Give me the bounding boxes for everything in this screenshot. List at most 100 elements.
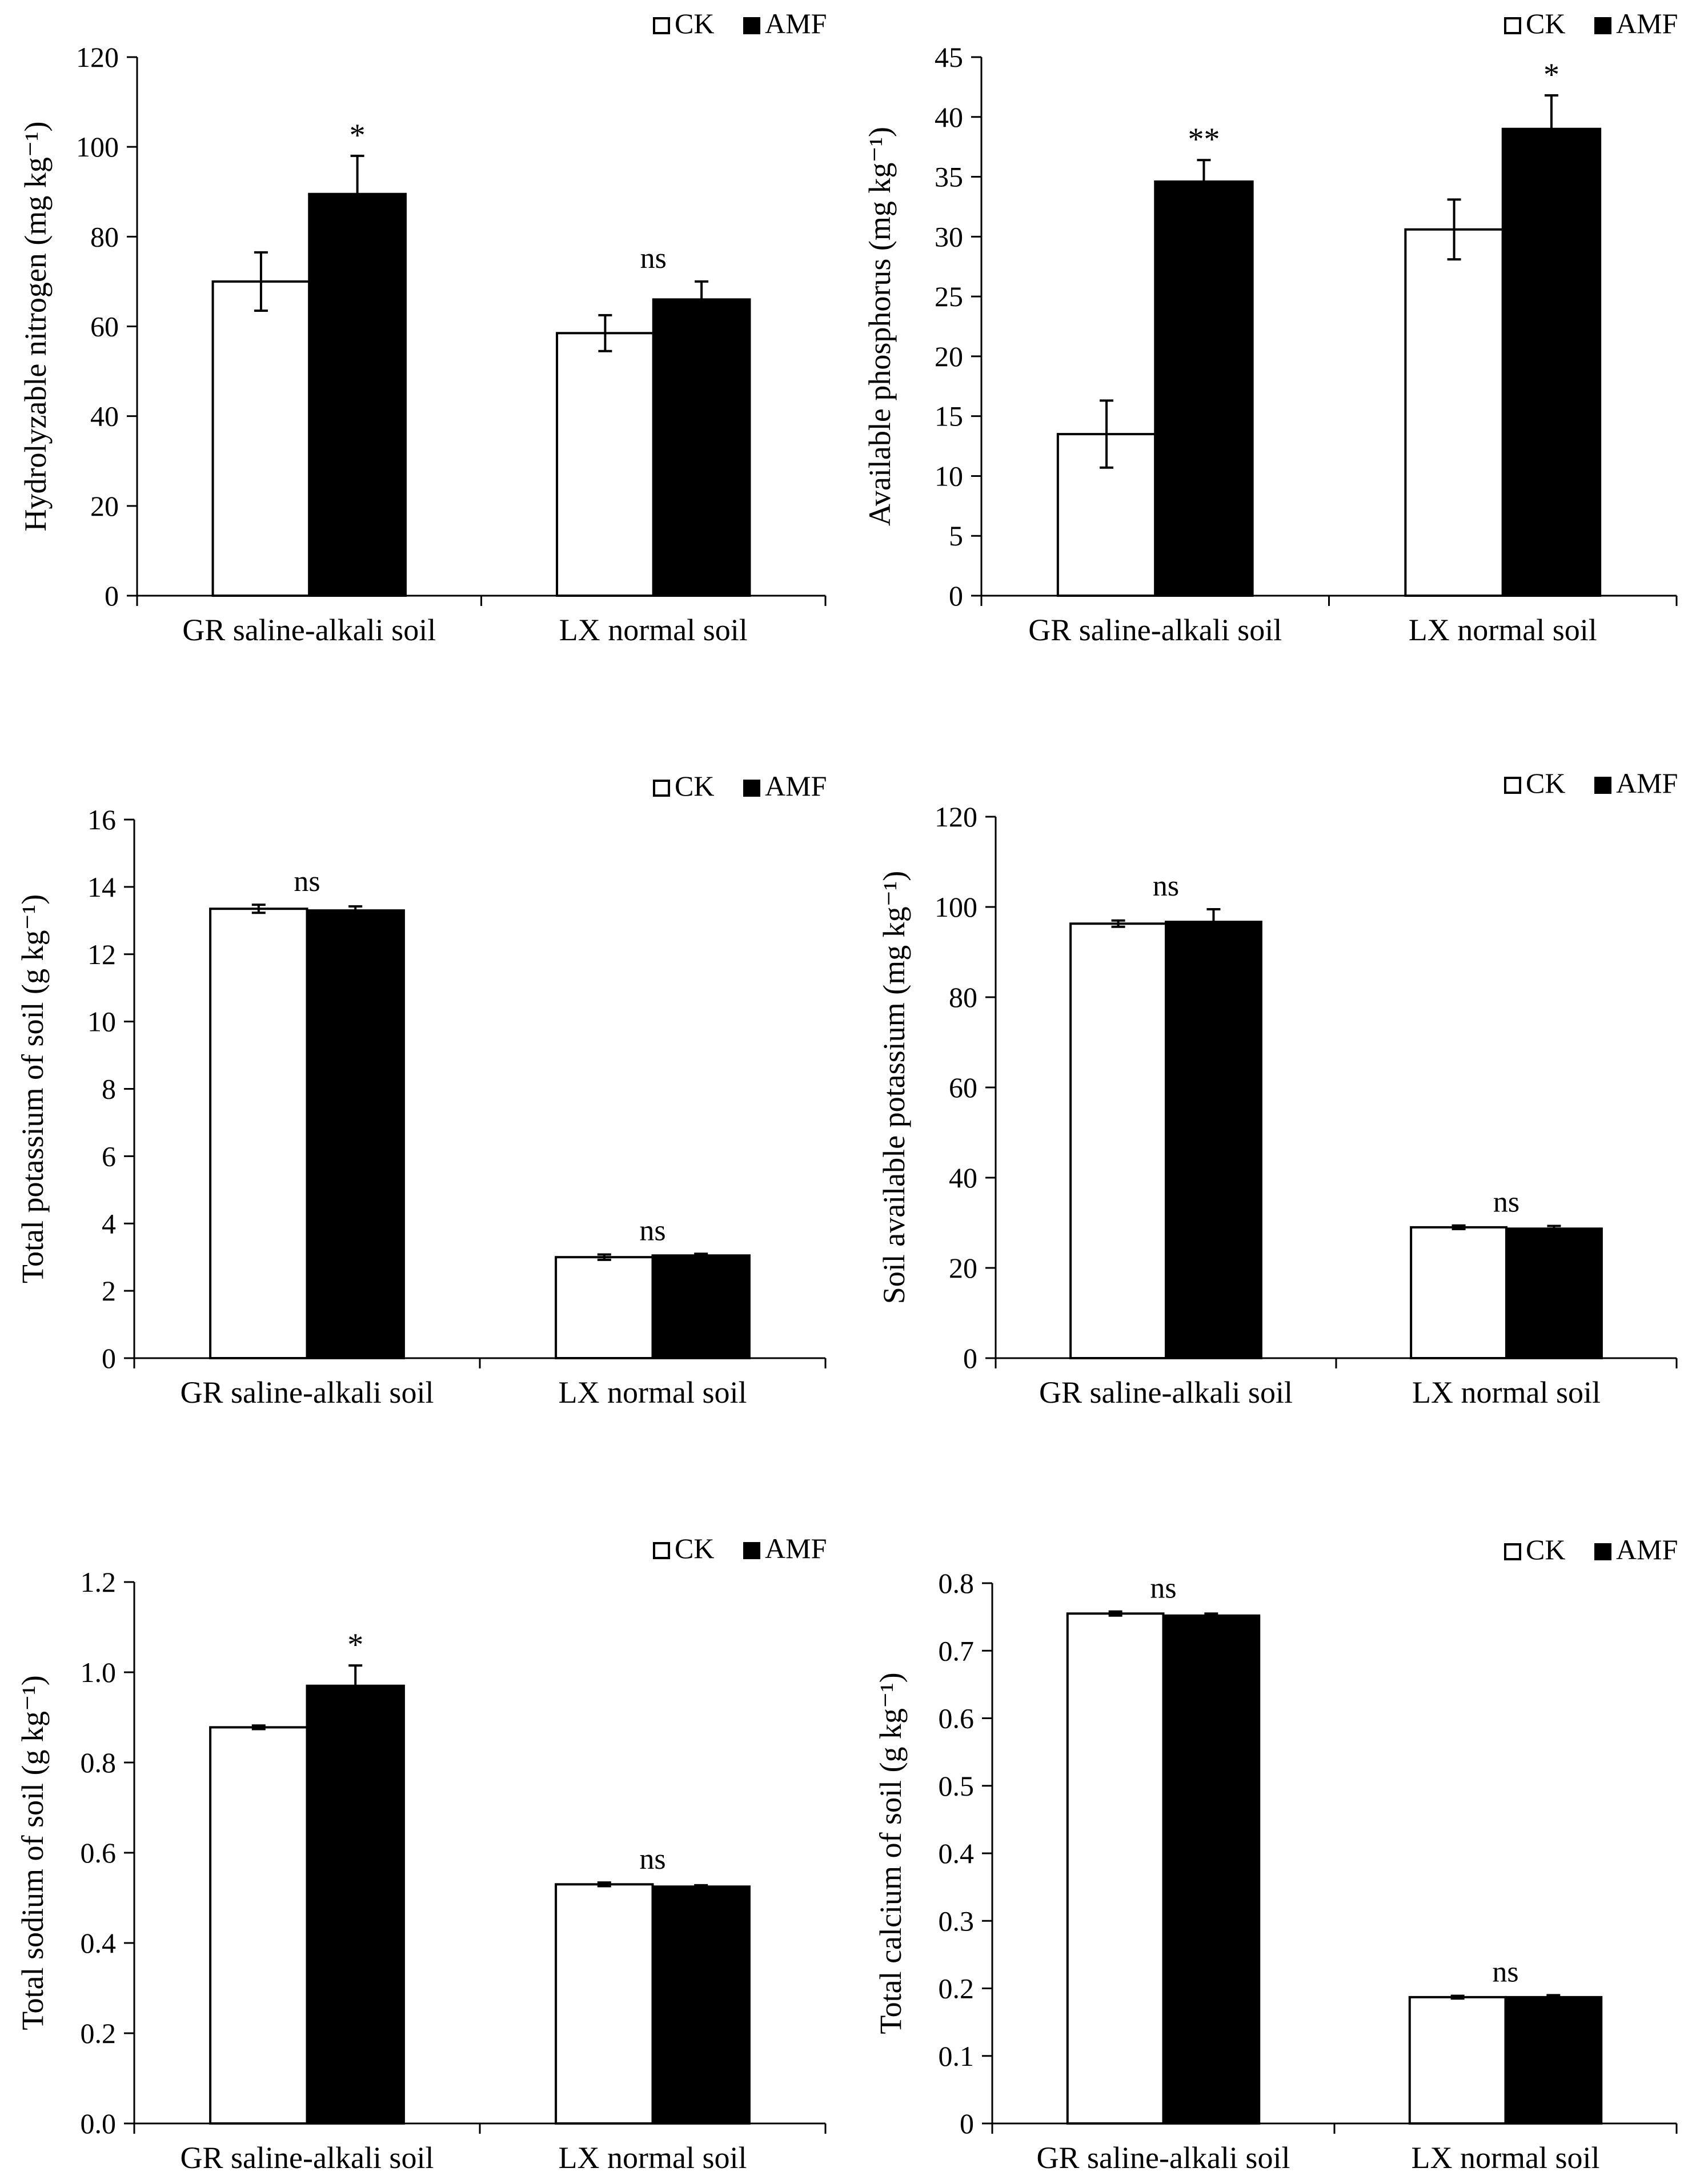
bar-ck [1408, 1996, 1507, 2125]
y-tick-label: 0 [949, 580, 963, 612]
chart-panel-5: 0.0 0.2 0.4 0.6 0.8 1.0 1.2 * GR saline-alkali s… [15, 1532, 827, 2175]
y-tick-label: 15 [935, 400, 963, 432]
legend-swatch-ck [1504, 17, 1521, 34]
error-bar-ck [1452, 1224, 1466, 1231]
y-axis-title: Total sodium of soil (g kg⁻¹) [15, 1675, 50, 2030]
x-category-label: GR saline-alkali soil [1037, 2141, 1290, 2175]
legend: CK AMF [1504, 767, 1678, 799]
bar-amf [652, 298, 751, 597]
error-bar-ck [1450, 1994, 1465, 2000]
y-tick-label: 20 [949, 1252, 977, 1284]
legend-label-ck: CK [675, 1532, 714, 1564]
bar-amf [306, 909, 405, 1359]
legend: CK AMF [1504, 7, 1678, 39]
error-bar-amf [1206, 908, 1221, 936]
legend-label-ck: CK [1526, 1533, 1565, 1565]
bar-amf [1504, 1996, 1603, 2125]
y-tick-label: 0 [105, 580, 119, 612]
legend-swatch-amf [743, 780, 760, 797]
y-tick-label: 60 [90, 311, 119, 343]
y-tick-label: 40 [935, 101, 963, 133]
chart-panel-2: 0 5 10 15 20 25 30 35 40 45 ** GR saline-alkali soi… [863, 7, 1678, 647]
y-tick-label: 80 [90, 220, 119, 252]
x-category-label: GR saline-alkali soil [1039, 1375, 1293, 1410]
x-category-label: GR saline-alkali soil [182, 613, 436, 647]
y-axis-title: Hydrolyzable nitrogen (mg kg⁻¹) [18, 121, 53, 531]
error-bar-ck [598, 314, 612, 352]
bar-ck [555, 1256, 654, 1359]
legend: CK AMF [653, 1532, 827, 1564]
y-tick-label: 4 [102, 1207, 116, 1239]
y-tick-label: 1.2 [81, 1566, 117, 1598]
y-tick-label: 0.1 [939, 2040, 975, 2072]
legend-label-ck: CK [675, 770, 714, 802]
legend-label-amf: AMF [765, 770, 827, 802]
significance-label: * [350, 118, 366, 153]
y-tick-label: 45 [935, 41, 963, 73]
y-tick-label: 0.6 [939, 1703, 975, 1735]
y-tick-label: 40 [949, 1162, 977, 1194]
error-bar-ck [1108, 1610, 1122, 1617]
bar-ck [555, 1883, 654, 2125]
y-tick-label: 0.2 [939, 1973, 975, 2005]
legend-swatch-ck [1504, 1543, 1521, 1560]
y-axis-title: Total potassium of soil (g kg⁻¹) [15, 894, 50, 1283]
bar-ck [1069, 922, 1167, 1359]
chart-panel-3: 0 2 4 6 8 10 12 14 16 ns GR saline-alkali soil ns LX… [15, 770, 827, 1410]
y-tick-label: 40 [90, 400, 119, 432]
legend-swatch-ck [653, 1542, 670, 1559]
legend-label-ck: CK [675, 7, 714, 39]
y-tick-label: 0.7 [939, 1635, 975, 1667]
legend-swatch-amf [1594, 1543, 1611, 1560]
significance-label: ** [1188, 122, 1220, 157]
y-tick-label: 35 [935, 161, 963, 193]
legend-swatch-ck [1504, 777, 1521, 794]
legend-label-amf: AMF [765, 7, 827, 39]
y-tick-label: 120 [76, 41, 119, 73]
significance-label: ns [640, 242, 667, 275]
y-tick-label: 0.6 [81, 1837, 117, 1869]
y-tick-label: 60 [949, 1071, 977, 1103]
y-tick-label: 5 [949, 520, 963, 552]
bar-amf [1505, 1227, 1603, 1360]
error-bar-amf [348, 905, 363, 916]
y-tick-label: 0 [963, 1342, 977, 1374]
x-category-label: GR saline-alkali soil [181, 2141, 434, 2175]
legend: CK AMF [653, 7, 827, 39]
bar-amf [1162, 1614, 1261, 2125]
y-tick-label: 0 [960, 2107, 974, 2139]
y-tick-label: 2 [102, 1275, 116, 1307]
y-axis-title: Total calcium of soil (g kg⁻¹) [873, 1672, 908, 2034]
y-tick-label: 100 [76, 131, 119, 163]
error-bar-ck [254, 251, 268, 312]
y-tick-label: 1.0 [81, 1656, 117, 1688]
significance-label: * [1543, 57, 1559, 93]
legend-swatch-amf [743, 17, 760, 34]
significance-label: ns [1150, 1572, 1176, 1605]
y-axis-title: Available phosphorus (mg kg⁻¹) [863, 127, 897, 526]
x-category-label: LX normal soil [1409, 613, 1597, 647]
y-tick-label: 0.3 [939, 1905, 975, 1937]
bar-ck [209, 1726, 308, 2125]
y-tick-label: 20 [935, 340, 963, 372]
bar-amf [651, 1885, 751, 2125]
y-tick-label: 0.8 [939, 1567, 975, 1599]
error-bar-amf [1547, 1225, 1561, 1233]
chart-panel-6: 0 0.1 0.2 0.3 0.4 0.5 0.6 0.7 0.8 ns GR saline-alk… [873, 1533, 1678, 2175]
x-category-label: LX normal soil [559, 1375, 747, 1410]
legend-swatch-amf [1594, 777, 1611, 794]
significance-label: ns [1493, 1186, 1519, 1219]
error-bar-ck [597, 1881, 611, 1888]
legend: CK AMF [1504, 1533, 1678, 1565]
y-tick-label: 30 [935, 220, 963, 252]
legend-label-amf: AMF [765, 1532, 827, 1564]
bar-ck [209, 908, 308, 1359]
significance-label: ns [639, 1214, 665, 1247]
bar-amf [308, 192, 407, 597]
legend: CK AMF [653, 770, 827, 802]
y-tick-label: 120 [935, 801, 977, 833]
bar-amf [651, 1254, 751, 1360]
y-tick-label: 80 [949, 981, 977, 1013]
y-tick-label: 0.0 [81, 2107, 117, 2139]
error-bar-amf [1546, 1994, 1561, 2001]
